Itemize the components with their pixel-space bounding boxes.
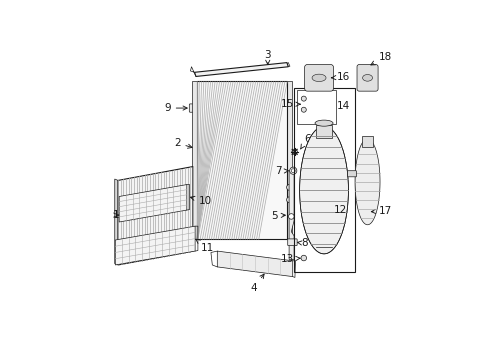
Text: 6: 6: [300, 134, 311, 149]
Text: 8: 8: [297, 238, 308, 248]
Bar: [192, 81, 197, 239]
Circle shape: [287, 184, 293, 190]
FancyBboxPatch shape: [288, 239, 297, 246]
FancyBboxPatch shape: [305, 64, 334, 91]
Text: 3: 3: [265, 50, 271, 64]
Bar: [362, 136, 373, 148]
Polygon shape: [118, 167, 193, 265]
Polygon shape: [217, 251, 293, 276]
Ellipse shape: [315, 120, 333, 126]
Text: 7: 7: [275, 166, 289, 176]
Text: 1: 1: [113, 210, 119, 220]
Circle shape: [301, 96, 306, 101]
Polygon shape: [195, 63, 288, 76]
Polygon shape: [115, 179, 118, 265]
Polygon shape: [289, 171, 294, 260]
FancyBboxPatch shape: [357, 64, 378, 91]
Text: 2: 2: [174, 138, 192, 148]
Circle shape: [301, 107, 306, 112]
Polygon shape: [355, 139, 380, 225]
Text: 14: 14: [337, 100, 350, 111]
Circle shape: [289, 214, 294, 219]
Circle shape: [292, 169, 295, 173]
Text: 5: 5: [271, 211, 285, 221]
FancyBboxPatch shape: [347, 171, 356, 177]
Circle shape: [301, 255, 307, 261]
Text: 15: 15: [281, 99, 300, 109]
Text: 4: 4: [250, 274, 264, 293]
Text: 12: 12: [334, 204, 347, 215]
FancyBboxPatch shape: [189, 104, 201, 112]
Ellipse shape: [312, 74, 326, 81]
Bar: [197, 81, 287, 239]
Text: 9: 9: [164, 103, 187, 113]
Circle shape: [290, 167, 297, 174]
Bar: [297, 90, 336, 123]
Ellipse shape: [363, 75, 372, 81]
Polygon shape: [119, 185, 187, 222]
Text: 10: 10: [191, 196, 212, 206]
Text: 13: 13: [281, 254, 300, 264]
Text: 16: 16: [331, 72, 350, 82]
Bar: [316, 125, 332, 138]
Polygon shape: [300, 126, 348, 254]
Bar: [287, 81, 292, 239]
Text: 11: 11: [196, 239, 215, 253]
Circle shape: [287, 197, 293, 203]
Text: 18: 18: [371, 52, 392, 65]
Polygon shape: [115, 226, 195, 265]
Bar: [294, 87, 355, 272]
Text: 17: 17: [371, 206, 392, 216]
